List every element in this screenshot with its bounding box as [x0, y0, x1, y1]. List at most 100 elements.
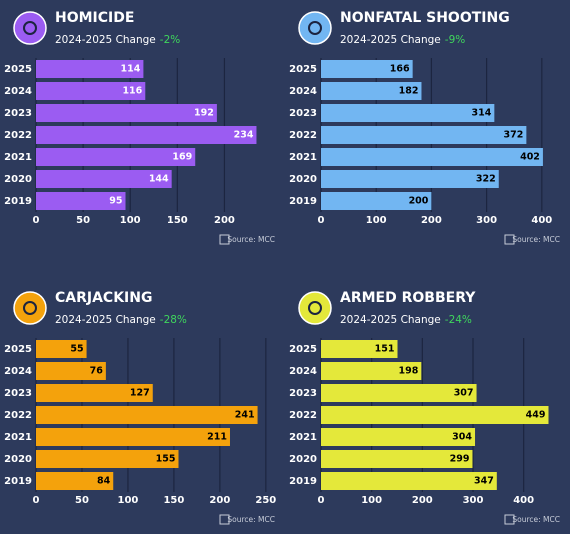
value-label: 402: [520, 152, 540, 163]
bar: [36, 170, 172, 188]
value-label: 314: [472, 108, 492, 119]
value-label: 200: [409, 196, 429, 207]
value-label: 307: [454, 388, 474, 399]
x-tick-label: 50: [76, 215, 90, 226]
x-tick-label: 0: [318, 495, 325, 506]
change-label: 2024-2025 Change: [340, 314, 441, 326]
icon-detail: [308, 301, 322, 315]
source: Source: MCC: [227, 515, 275, 524]
value-label: 198: [398, 366, 418, 377]
panel: CARJACKING 2024-2025 Change -28% 0 50 100 150 2…: [4, 290, 276, 525]
bar: [321, 82, 422, 100]
y-tick-label: 2022: [289, 410, 317, 421]
panel-title: HOMICIDE: [55, 10, 134, 26]
panel: ARMED ROBBERY 2024-2025 Change -24% 0 100 200…: [289, 290, 560, 525]
value-label: 116: [122, 86, 142, 97]
x-tick-label: 0: [318, 215, 325, 226]
bar: [321, 340, 398, 358]
value-label: 234: [234, 130, 254, 141]
bar: [36, 60, 144, 78]
y-tick-label: 2021: [289, 432, 317, 443]
y-tick-label: 2021: [4, 152, 32, 163]
value-label: 144: [149, 174, 169, 185]
value-label: 299: [450, 454, 470, 465]
y-tick-label: 2024: [4, 366, 32, 377]
value-label: 169: [172, 152, 192, 163]
value-label: 211: [207, 432, 227, 443]
y-tick-label: 2022: [4, 130, 32, 141]
bar: [36, 450, 179, 468]
source-icon: [219, 514, 230, 525]
y-tick-label: 2021: [4, 432, 32, 443]
bar: [321, 192, 432, 210]
y-tick-label: 2020: [4, 454, 32, 465]
value-label: 449: [526, 410, 546, 421]
y-tick-label: 2019: [289, 196, 317, 207]
y-tick-label: 2021: [289, 152, 317, 163]
value-label: 372: [504, 130, 524, 141]
bar: [321, 384, 477, 402]
source-icon: [504, 514, 515, 525]
panel-subtitle: 2024-2025 Change -9%: [340, 34, 465, 46]
x-tick-label: 400: [531, 215, 552, 226]
x-tick-label: 100: [120, 215, 141, 226]
y-tick-label: 2022: [289, 130, 317, 141]
x-tick-label: 200: [209, 495, 230, 506]
source: Source: MCC: [227, 235, 275, 244]
bar: [321, 104, 495, 122]
y-tick-label: 2025: [4, 344, 32, 355]
x-tick-label: 50: [75, 495, 89, 506]
y-tick-label: 2023: [289, 388, 317, 399]
value-label: 76: [90, 366, 104, 377]
x-tick-label: 300: [476, 215, 497, 226]
bar: [321, 170, 499, 188]
value-label: 114: [121, 64, 141, 75]
value-label: 155: [156, 454, 176, 465]
icon: [298, 291, 332, 325]
panel-subtitle: 2024-2025 Change -2%: [55, 34, 180, 46]
bar: [321, 126, 527, 144]
bar: [36, 104, 217, 122]
bar: [321, 428, 476, 446]
value-label: 151: [375, 344, 395, 355]
value-label: 304: [452, 432, 472, 443]
bar: [36, 406, 258, 424]
value-label: 322: [476, 174, 496, 185]
icon: [298, 11, 332, 45]
panel: HOMICIDE 2024-2025 Change -2% 0 50 100 150 200 2…: [4, 10, 275, 245]
x-tick-label: 200: [214, 215, 235, 226]
y-tick-label: 2022: [4, 410, 32, 421]
icon: [13, 291, 47, 325]
bar: [36, 148, 196, 166]
bar: [36, 340, 87, 358]
change-label: 2024-2025 Change: [340, 34, 441, 46]
value-label: 347: [474, 476, 494, 487]
y-tick-label: 2023: [4, 108, 32, 119]
x-tick-label: 200: [412, 495, 433, 506]
y-tick-label: 2020: [4, 174, 32, 185]
panel-subtitle: 2024-2025 Change -24%: [340, 314, 472, 326]
source-icon: [219, 234, 230, 245]
bar: [321, 406, 549, 424]
y-tick-label: 2019: [4, 196, 32, 207]
x-tick-label: 150: [167, 215, 188, 226]
bar: [36, 82, 146, 100]
y-tick-label: 2023: [4, 388, 32, 399]
y-tick-label: 2024: [289, 366, 317, 377]
x-tick-label: 0: [33, 215, 40, 226]
x-tick-label: 300: [463, 495, 484, 506]
source-icon: [504, 234, 515, 245]
bar: [321, 148, 543, 166]
bar: [36, 428, 230, 446]
x-tick-label: 100: [117, 495, 138, 506]
y-tick-label: 2019: [289, 476, 317, 487]
panel-title: ARMED ROBBERY: [340, 290, 476, 306]
bar: [36, 472, 114, 490]
value-label: 182: [399, 86, 419, 97]
icon-detail: [308, 21, 322, 35]
y-tick-label: 2025: [4, 64, 32, 75]
value-label: 166: [390, 64, 410, 75]
icon: [13, 11, 47, 45]
bar: [321, 362, 422, 380]
